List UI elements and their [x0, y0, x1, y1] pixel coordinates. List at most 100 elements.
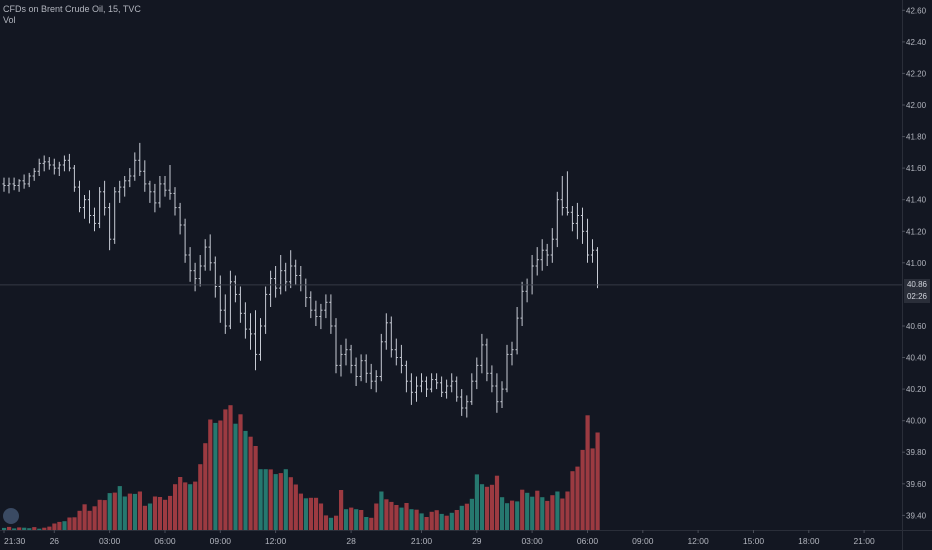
ohlc-bar: [560, 176, 564, 216]
ohlc-bar: [198, 255, 202, 287]
volume-bar: [82, 504, 87, 530]
ohlc-bar: [178, 202, 182, 235]
ohlc-bar: [520, 281, 524, 326]
volume-bar: [424, 517, 429, 530]
ohlc-bar: [475, 357, 479, 390]
ohlc-bar: [349, 344, 353, 374]
volume-bar: [303, 498, 308, 530]
ohlc-bar: [67, 153, 71, 172]
ohlc-bar: [535, 247, 539, 276]
ohlc-bar: [309, 291, 313, 319]
time-axis-label: 28: [346, 536, 356, 546]
ohlc-bar: [264, 286, 268, 334]
ohlc-bar: [419, 373, 424, 393]
volume-bar: [67, 517, 72, 530]
ohlc-bar: [580, 207, 585, 244]
ohlc-bar: [590, 239, 595, 263]
volume-bar: [132, 493, 137, 530]
ohlc-bar: [218, 275, 222, 323]
ohlc-bar: [374, 370, 378, 393]
volume-bar: [434, 510, 439, 530]
volume-bar: [394, 505, 399, 530]
ohlc-bar: [334, 318, 338, 374]
volume-bar: [178, 477, 183, 530]
volume-bar: [595, 432, 600, 530]
volume-bar: [479, 484, 485, 530]
ohlc-bar: [269, 270, 273, 307]
time-axis-label: 03:00: [521, 536, 543, 546]
ohlc-bar: [490, 365, 494, 393]
volume-bar: [550, 495, 555, 530]
ohlc-bar: [183, 218, 187, 263]
ohlc-bar: [103, 180, 107, 216]
volume-bar: [273, 474, 278, 530]
volume-bar: [137, 491, 142, 530]
volume-bar: [409, 509, 414, 530]
ohlc-bar: [57, 161, 61, 176]
ohlc-bar: [138, 142, 142, 176]
volume-bar: [168, 495, 173, 530]
ohlc-bar: [329, 294, 333, 334]
volume-bar: [107, 493, 112, 530]
ohlc-bar: [284, 262, 288, 292]
price-axis-label: 39.60: [906, 480, 927, 489]
price-axis[interactable]: 42.60 42.40 42.20 42.00 41.80 41.60 41.40 41.20…: [902, 6, 927, 520]
time-axis[interactable]: 21:30 26 03:00 06:00 09:00 12:00 28 21:00 29 03:0…: [3, 530, 875, 546]
volume-bar: [293, 484, 298, 530]
ohlc-bar: [22, 174, 26, 189]
time-axis-label: 21:00: [853, 536, 875, 546]
price-axis-label: 39.40: [906, 511, 927, 520]
ohlc-bar: [233, 275, 237, 303]
volume-bar: [354, 509, 359, 530]
ohlc-bar: [369, 363, 373, 390]
price-axis-label: 40.40: [906, 354, 927, 363]
volume-bar: [469, 498, 474, 530]
volume-bar: [122, 496, 127, 530]
ohlc-bar: [364, 354, 368, 383]
time-axis-label: 09:00: [210, 536, 232, 546]
volume-bar: [444, 515, 449, 530]
ohlc-bar: [359, 354, 363, 382]
price-axis-label: 42.40: [906, 38, 927, 47]
ohlc-bar: [399, 344, 403, 374]
ohlc-bar: [274, 266, 278, 298]
tradingview-logo-icon[interactable]: [3, 508, 19, 524]
volume-bar: [92, 506, 97, 530]
ohlc-bar: [228, 270, 232, 330]
ohlc-bar: [208, 234, 212, 271]
volume-bar: [218, 420, 223, 530]
volume-bar: [414, 509, 419, 530]
ohlc-bar: [289, 250, 293, 289]
ohlc-bar: [344, 338, 348, 366]
ohlc-bar: [455, 376, 459, 402]
volume-bar: [62, 521, 67, 530]
volume-bar: [439, 513, 444, 530]
volume-bar: [97, 499, 102, 530]
volume-bar: [57, 521, 62, 530]
volume-bar: [248, 436, 253, 530]
ohlc-bar: [7, 177, 11, 194]
ohlc-bar: [92, 207, 97, 232]
ohlc-bar: [62, 155, 66, 172]
ohlc-bar: [480, 333, 484, 374]
ohlc-bar: [294, 259, 298, 285]
ohlc-bar: [143, 160, 147, 192]
ohlc-bar: [445, 379, 449, 399]
ohlc-bar: [424, 376, 429, 397]
volume-bar: [484, 486, 490, 530]
volume-bar: [52, 523, 57, 530]
ohlc-bar: [575, 202, 579, 240]
volume-bar: [117, 486, 122, 530]
ohlc-bar: [585, 218, 590, 263]
volume-label: Vol: [3, 15, 16, 25]
ohlc-bar: [570, 206, 574, 232]
volume-bar: [127, 493, 132, 530]
time-axis-label: 18:00: [798, 536, 820, 546]
ohlc-bar: [163, 176, 167, 197]
volume-bar: [223, 409, 228, 530]
volume-bar: [2, 527, 7, 530]
ohlc-bar: [113, 187, 117, 244]
ohlc-bar: [153, 183, 157, 213]
